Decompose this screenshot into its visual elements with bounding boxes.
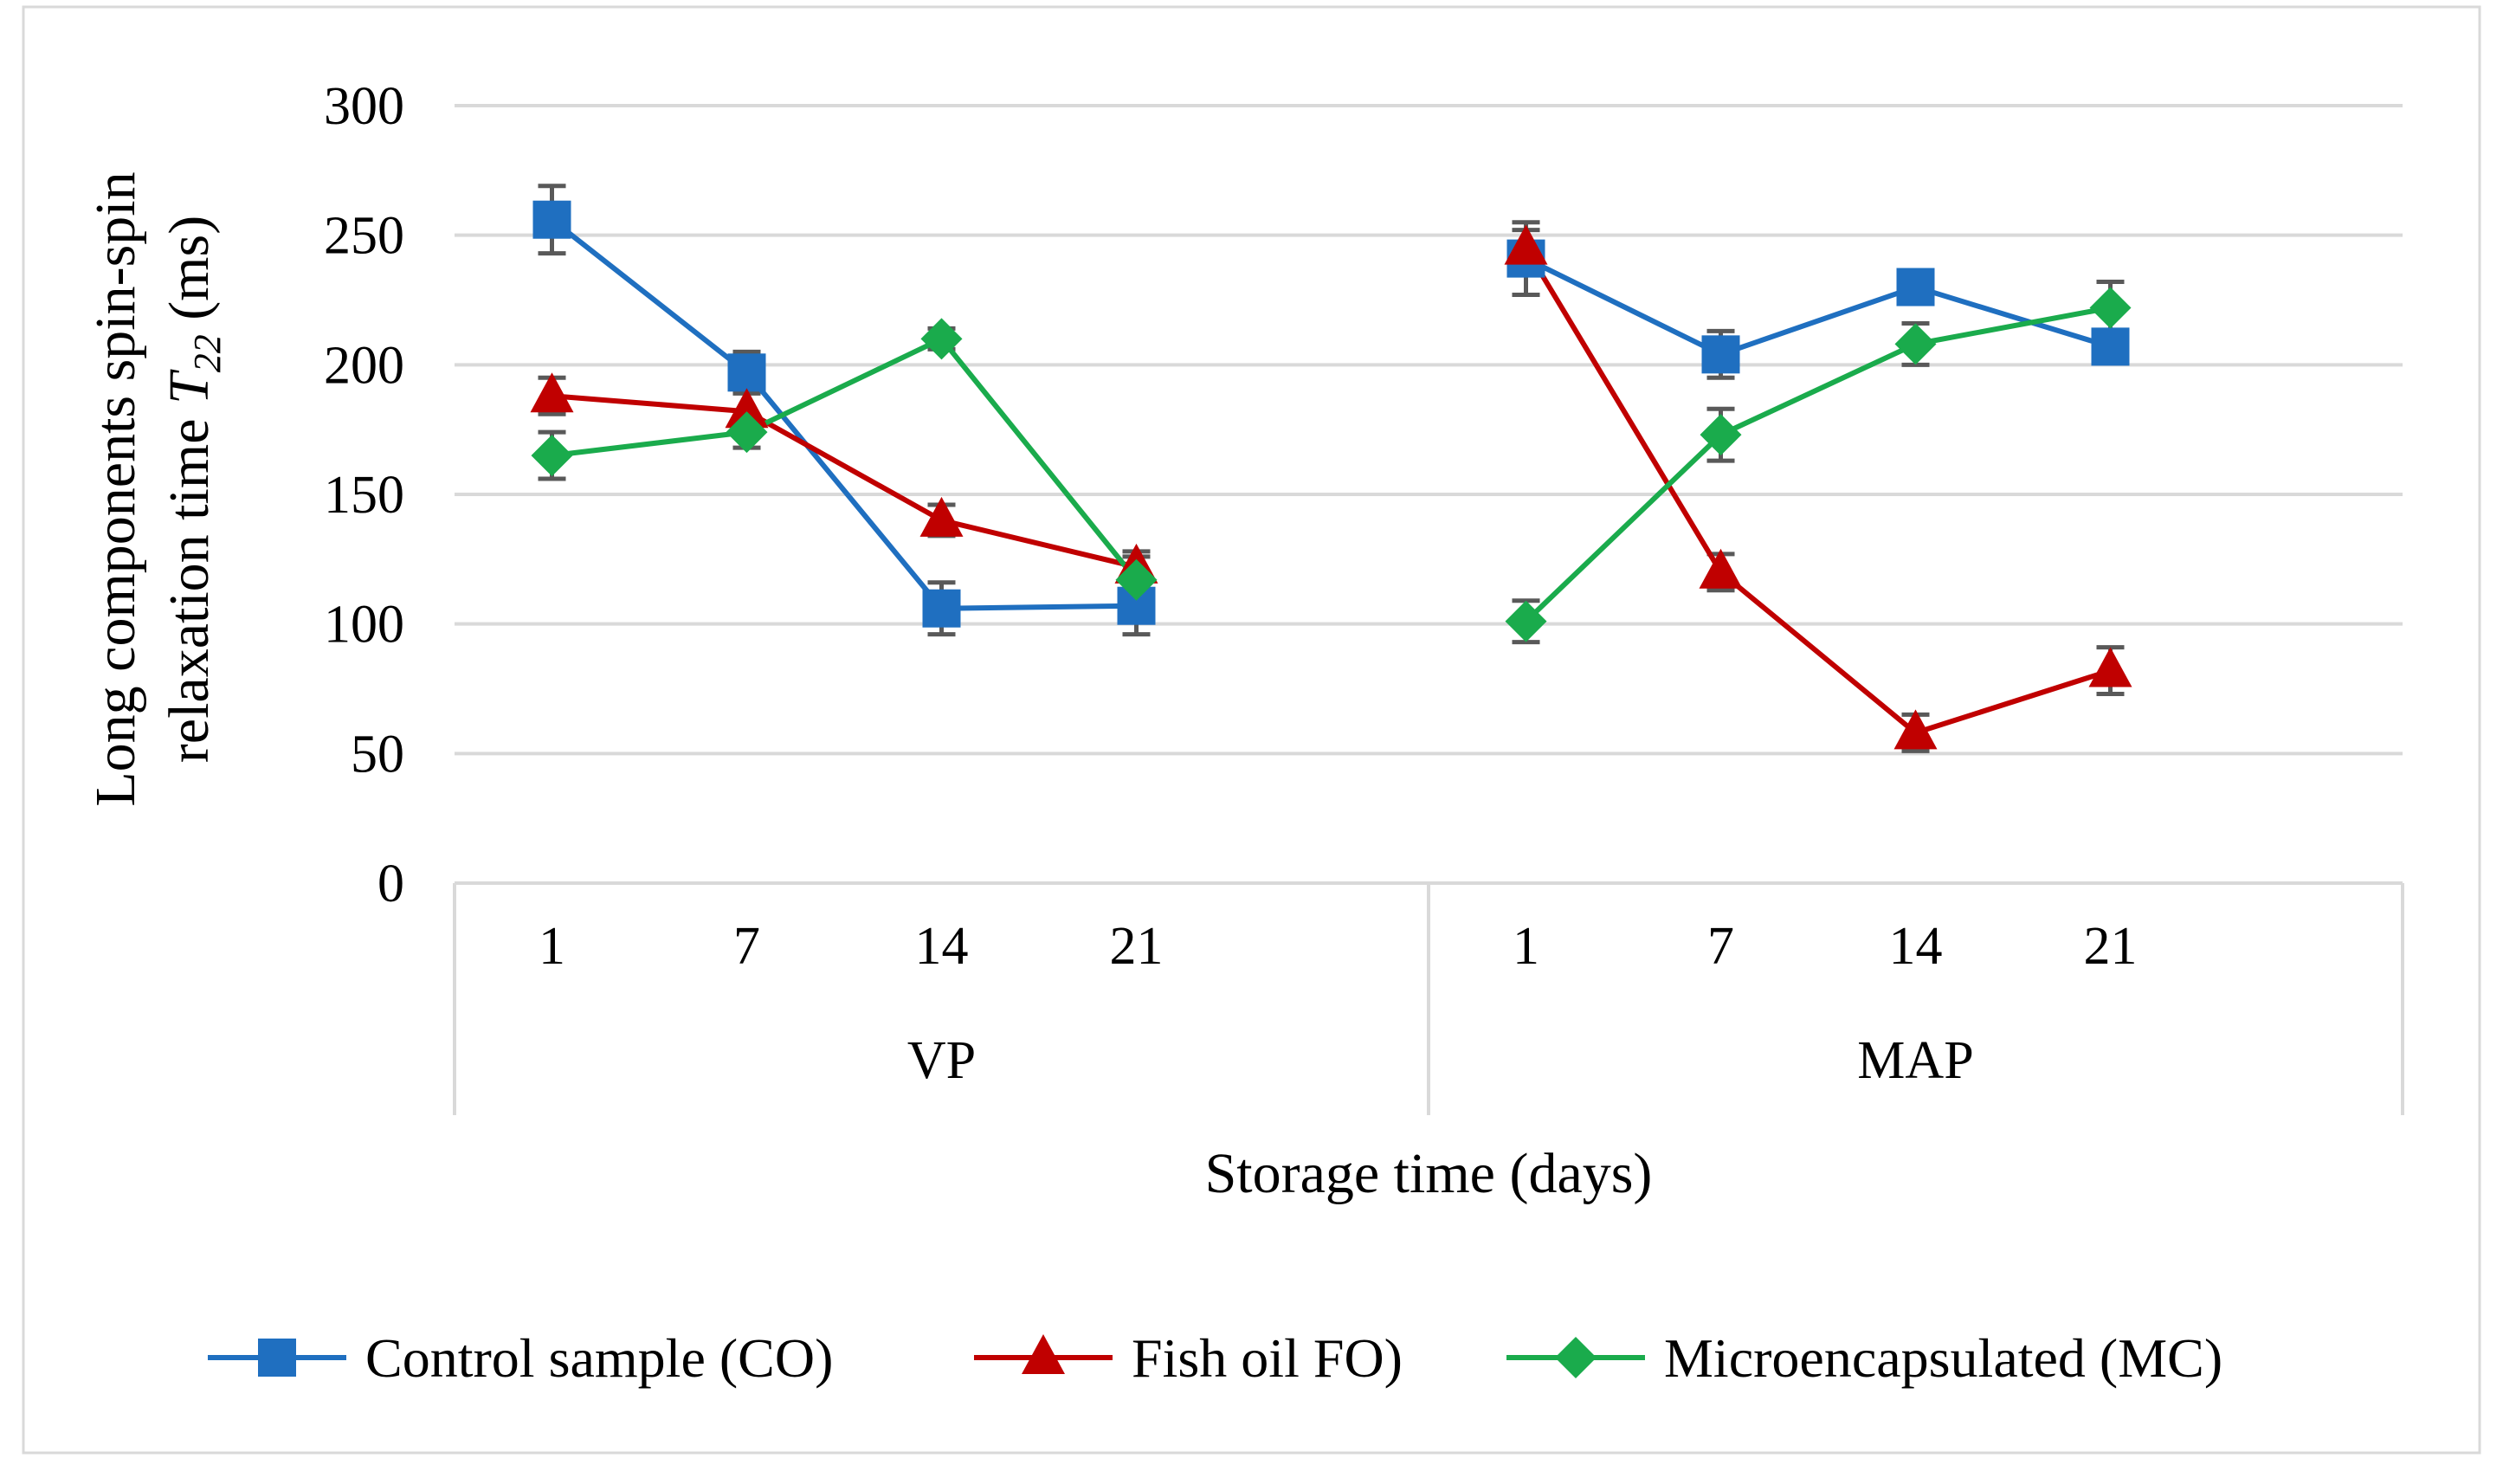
series-line-microencapsulated-mc-vp (552, 336, 1139, 582)
data-point-fish-oil-fo-vp-14 (919, 496, 964, 537)
x-tick-label-vp-21: 21 (1110, 917, 1164, 976)
data-point-control-sample-co-vp-14 (922, 589, 961, 628)
data-point-control-sample-co-vp-7 (727, 353, 766, 392)
data-point-microencapsulated-mc-map-7 (1700, 414, 1742, 456)
gridlines (455, 104, 2403, 885)
x-tick-label-vp-7: 7 (733, 917, 760, 976)
x-tick-label-map-1: 1 (1513, 917, 1539, 976)
series-line-fish-oil-fo-map (1523, 247, 2112, 736)
data-point-microencapsulated-mc-vp-1 (531, 435, 573, 477)
data-point-fish-oil-fo-map-1 (1504, 224, 1548, 265)
legend-label-control-sample-co: Control sample (CO) (365, 1327, 833, 1389)
series-markers (530, 200, 2132, 750)
legend-item-fish-oil-fo: Fish oil FO) (974, 1327, 1403, 1389)
data-point-fish-oil-fo-map-14 (1893, 709, 1938, 750)
data-point-control-sample-co-map-21 (2091, 327, 2130, 366)
data-point-fish-oil-fo-map-7 (1699, 548, 1743, 589)
legend: Control sample (CO) Fish oil FO) Microenca… (208, 1327, 2222, 1389)
y-axis-ticks: 0 50 100 150 200 250 300 (324, 77, 404, 913)
x-tick-label-vp-14: 14 (915, 917, 969, 976)
data-point-microencapsulated-mc-vp-21 (1115, 558, 1158, 601)
legend-item-control-sample-co: Control sample (CO) (208, 1327, 833, 1389)
data-point-fish-oil-fo-map-21 (2088, 647, 2132, 687)
y-axis-title-symbol: T (158, 369, 221, 404)
y-axis-title-prefix: relaxation time (158, 404, 221, 763)
group-label-vp: VP (907, 1031, 976, 1090)
data-point-control-sample-co-map-14 (1896, 268, 1935, 306)
x-tick-label-vp-1: 1 (539, 917, 565, 976)
data-point-microencapsulated-mc-vp-7 (726, 411, 768, 454)
legend-marker-control-sample-co (258, 1339, 296, 1377)
data-point-microencapsulated-mc-vp-14 (920, 318, 963, 360)
y-axis-title-suffix: (ms) (158, 216, 221, 334)
y-tick-label-150: 150 (324, 466, 404, 525)
series-line-control-sample-co-map (1525, 255, 2112, 358)
series-line-fish-oil-fo-vp (552, 393, 1138, 570)
x-tick-label-map-14: 14 (1889, 917, 1943, 976)
data-point-microencapsulated-mc-map-1 (1505, 600, 1547, 642)
y-tick-label-100: 100 (324, 596, 404, 655)
legend-marker-fish-oil-fo (1022, 1334, 1065, 1374)
y-tick-label-250: 250 (324, 207, 404, 266)
y-axis-title-subscript: 22 (186, 334, 229, 372)
x-axis-title: Storage time (days) (1205, 1142, 1653, 1205)
y-tick-label-50: 50 (351, 725, 404, 784)
y-axis-title-line1: Long components spin-spin (84, 171, 147, 806)
legend-label-fish-oil-fo: Fish oil FO) (1132, 1327, 1403, 1389)
x-tick-label-map-7: 7 (1707, 917, 1734, 976)
data-point-fish-oil-fo-vp-7 (725, 388, 769, 429)
data-point-control-sample-co-vp-1 (532, 200, 571, 239)
group-label-map: MAP (1857, 1031, 1973, 1090)
legend-label-microencapsulated-mc: Microencapsulated (MC) (1664, 1327, 2222, 1389)
y-tick-label-200: 200 (324, 336, 404, 395)
y-tick-label-0: 0 (377, 855, 404, 913)
series-lines (550, 217, 2112, 736)
y-tick-label-300: 300 (324, 77, 404, 136)
x-axis: 1 7 14 21 VP 1 7 14 21 MAP (453, 883, 2404, 1115)
series-line-microencapsulated-mc-map (1524, 305, 2112, 623)
y-axis-title-line2: relaxation time T22 (ms) (158, 216, 229, 763)
data-point-microencapsulated-mc-map-21 (2089, 287, 2132, 329)
x-tick-label-map-21: 21 (2084, 917, 2138, 976)
series-line-control-sample-co-vp (550, 217, 1137, 611)
data-point-fish-oil-fo-vp-1 (530, 372, 574, 413)
data-point-control-sample-co-map-7 (1701, 335, 1740, 374)
chart-frame (22, 5, 2481, 1455)
data-point-microencapsulated-mc-map-14 (1894, 323, 1937, 365)
legend-item-microencapsulated-mc: Microencapsulated (MC) (1506, 1327, 2222, 1389)
legend-marker-microencapsulated-mc (1555, 1337, 1597, 1378)
